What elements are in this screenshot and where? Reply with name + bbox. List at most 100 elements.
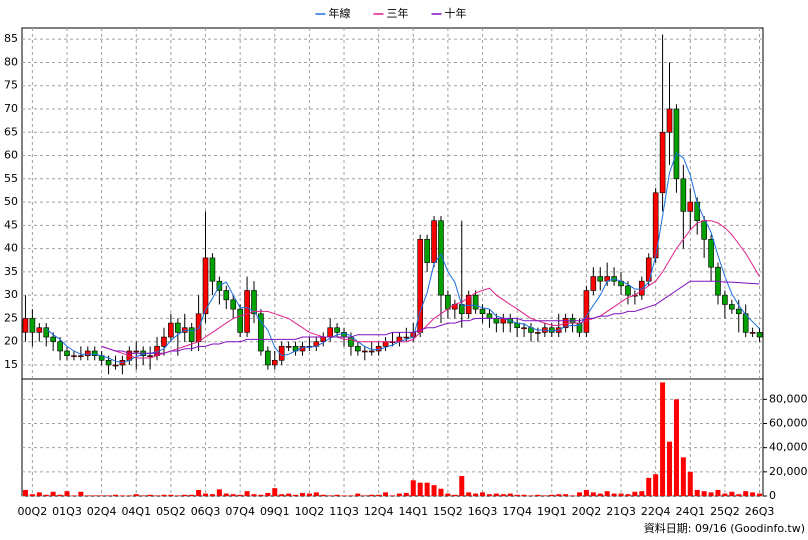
volume-bar	[604, 491, 610, 496]
x-tick-label: 12Q4	[364, 505, 394, 518]
candle-body	[680, 178, 687, 212]
candle-body	[112, 364, 119, 367]
volume-bar	[85, 495, 91, 496]
candle-body	[209, 257, 216, 282]
volume-bar	[590, 492, 596, 496]
volume-bar	[355, 493, 361, 496]
x-tick-label: 14Q1	[398, 505, 428, 518]
volume-bar	[64, 491, 70, 496]
candle-body	[708, 239, 714, 268]
candle-body	[105, 360, 112, 366]
y-tick-label: 35	[4, 265, 18, 278]
volume-bar	[43, 494, 49, 496]
candle-body	[645, 257, 652, 282]
x-tick-label: 21Q3	[606, 505, 636, 518]
volume-bar	[154, 495, 160, 496]
volume-bar	[161, 494, 167, 496]
candle-body	[756, 332, 763, 338]
volume-bar	[369, 494, 375, 496]
volume-bar	[438, 488, 444, 496]
x-tick-label: 25Q2	[710, 505, 740, 518]
candle-body	[29, 318, 36, 333]
candle-body	[36, 327, 43, 333]
volume-bar	[570, 495, 576, 496]
volume-bar	[383, 492, 389, 496]
volume-bar	[106, 495, 112, 496]
volume-bar	[327, 495, 333, 496]
candle-body	[465, 294, 472, 315]
candle-body	[223, 290, 230, 301]
volume-bar	[459, 476, 465, 496]
candle-body	[57, 341, 63, 352]
volume-bar	[182, 494, 188, 496]
candle-body	[742, 313, 749, 333]
volume-bar	[396, 493, 402, 496]
volume-bar	[272, 488, 278, 496]
candle-body	[285, 346, 292, 348]
y-tick-label: 40	[4, 242, 18, 255]
volume-bar	[313, 492, 319, 496]
volume-bar	[715, 489, 721, 496]
volume-bar	[597, 493, 603, 496]
y-tick-label: 70	[4, 102, 18, 115]
x-tick-label: 11Q3	[329, 505, 359, 518]
candle-body	[230, 299, 237, 310]
volume-bar	[279, 494, 285, 496]
volume-bar	[514, 494, 520, 496]
volume-bar	[445, 493, 451, 496]
candle-body	[729, 304, 735, 310]
candle-body	[147, 355, 153, 357]
candle-body	[722, 294, 728, 305]
volume-bar	[549, 494, 555, 496]
candle-body	[175, 322, 181, 333]
volume-bar	[209, 494, 215, 496]
volume-bar	[133, 494, 139, 496]
volume-bar	[639, 491, 645, 496]
x-tick-label: 26Q3	[745, 505, 775, 518]
candle-body	[168, 322, 174, 338]
volume-bar	[71, 495, 77, 496]
candle-body	[43, 327, 50, 338]
candle-body	[22, 318, 29, 333]
volume-bar	[299, 492, 305, 496]
volume-bar	[140, 495, 146, 496]
volume-bar	[583, 489, 589, 496]
volume-bar	[403, 492, 409, 496]
candle-body	[361, 350, 368, 353]
volume-bar	[168, 494, 174, 496]
volume-bar	[653, 474, 659, 496]
x-tick-label: 05Q2	[156, 505, 186, 518]
candle-body	[71, 355, 77, 357]
volume-bar	[376, 494, 382, 496]
x-tick-label: 17Q4	[502, 505, 532, 518]
volume-bar	[78, 491, 84, 496]
volume-bar	[542, 495, 548, 496]
candle-body	[735, 308, 742, 315]
candle-body	[91, 350, 98, 356]
volume-bar	[521, 494, 527, 496]
volume-bar	[680, 457, 686, 496]
ma-line	[45, 152, 760, 364]
y-tick-label: 20	[4, 335, 18, 348]
volume-bar	[99, 495, 105, 496]
candle-body	[78, 355, 84, 357]
plot-frame	[21, 27, 764, 497]
x-tick-label: 00Q2	[18, 505, 48, 518]
candle-body	[50, 336, 56, 342]
volume-bar	[701, 491, 707, 496]
candle-body	[687, 201, 694, 212]
volume-bar	[189, 494, 195, 496]
volume-bar	[757, 493, 763, 496]
volume-bar	[293, 494, 299, 496]
ma-line	[101, 220, 760, 359]
volume-bar	[486, 494, 492, 496]
y-tick-label: 55	[4, 172, 18, 185]
x-tick-label: 01Q3	[52, 505, 82, 518]
volume-bar	[632, 491, 638, 496]
ma-line	[101, 280, 760, 354]
candle-body	[237, 308, 243, 333]
volume-bar	[528, 495, 534, 496]
y2-tick-label: 0	[769, 489, 776, 502]
volume-bar	[687, 471, 693, 496]
y-tick-label: 50	[4, 195, 18, 208]
